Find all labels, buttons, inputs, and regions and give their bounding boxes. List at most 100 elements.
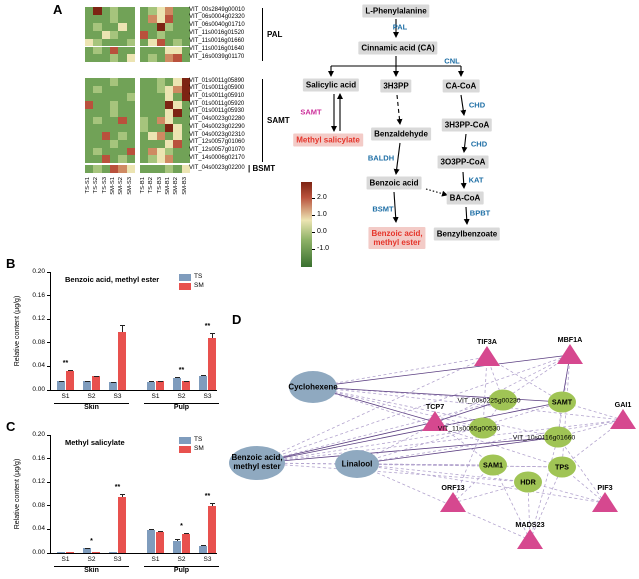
y-tick [47, 295, 51, 297]
heatmap-cell [156, 85, 165, 94]
bar-sm-s2 [92, 376, 100, 390]
gene-label: VIT_01s0011g05930 [189, 108, 245, 115]
heatmap-cell [126, 85, 135, 94]
network-node-tps [548, 456, 576, 478]
gene-group-name: PAL [267, 29, 283, 39]
heatmap-cell [85, 139, 94, 148]
heatmap-cell [156, 139, 165, 148]
heatmap-column-label: TS-S2 [93, 177, 100, 194]
network-edge [256, 356, 488, 464]
error-bar-cap [58, 380, 64, 382]
heatmap-cell [156, 38, 165, 47]
heatmap-cell [126, 46, 135, 55]
heatmap-column-label: TS-B1 [140, 177, 147, 194]
heatmap-cell [93, 30, 102, 39]
error-bar-cap [93, 375, 99, 377]
y-tick-label: 0.12 [32, 315, 45, 323]
heatmap-cell [181, 30, 190, 39]
chart-title: Benzoic acid, methyl ester [65, 275, 160, 284]
heatmap-cell [101, 38, 110, 47]
x-tick-label: S3 [113, 393, 122, 400]
network-node-label-line: Benzoic acid, [231, 453, 282, 462]
network-edge [312, 386, 484, 429]
heatmap-cell [164, 7, 174, 15]
y-tick-label: 0.00 [32, 386, 45, 393]
heatmap-cell [181, 46, 190, 55]
heatmap-cell [164, 54, 174, 63]
y-tick-label: 0.20 [32, 431, 45, 438]
pathway-enzyme-cnl: CNL [444, 56, 460, 66]
error-bar-cap [84, 380, 90, 382]
network-edge [256, 421, 436, 464]
significance-mark: ** [204, 493, 211, 501]
network-edge [356, 401, 563, 465]
chart-title: Methyl salicylate [65, 438, 125, 447]
bar-sm-s1 [66, 371, 74, 390]
plot-area: 0.20 0.16 0.12 0.08 0.04 0.00 Methyl salicylat… [32, 431, 219, 574]
heatmap-cell [93, 46, 102, 55]
heatmap-cell [93, 124, 102, 133]
heatmap-cell [109, 132, 119, 140]
heatmap-cell [118, 14, 127, 23]
heatmap-cell [85, 30, 94, 39]
error-bar-cap [174, 539, 180, 541]
pathway-compound-bb: Benzylbenzoate [433, 227, 501, 241]
heatmap-cell [164, 124, 174, 133]
heatmap-cell [164, 101, 174, 109]
bar-sm-s3 [208, 338, 216, 390]
colorbar-tick [312, 232, 315, 233]
pathway-product-line: Benzoic acid, [371, 229, 423, 238]
tissue-group-line [54, 403, 129, 404]
legend-label-sm: SM [194, 282, 204, 289]
bar-ts-s3 [199, 376, 207, 390]
network-edge [527, 481, 531, 541]
colorbar-tick [312, 198, 315, 199]
heatmap-cell [173, 46, 182, 55]
heatmap-cell [173, 7, 182, 15]
bar-sm-s3 [208, 505, 216, 553]
chart-benzoic-acid-methyl-ester: Relative content (μg/g) 0.20 0.16 0.12 0.08 0… [8, 260, 223, 418]
pathway-compound-phe: L-Phenylalanine [362, 4, 430, 18]
gene-group-bracket [262, 8, 263, 62]
heatmap-cell [101, 78, 110, 86]
pathway-arrow [463, 206, 470, 225]
heatmap-cell [140, 147, 149, 156]
heatmap-cell [148, 116, 157, 125]
heatmap-cell [173, 116, 182, 125]
gene-group-bracket [262, 79, 263, 163]
heatmap-cell [93, 38, 102, 47]
heatmap-cell [101, 108, 110, 117]
heatmap-cell [164, 85, 174, 94]
network-node-label-tcp7: TCP7 [426, 402, 444, 411]
pathway-compound-bacid: Benzoic acid [366, 176, 422, 190]
gene-label: VIT_01s0011g05890 [189, 77, 245, 84]
network-node-label-g3: VIT_10s0116g01660 [513, 435, 576, 442]
significance-mark: ** [178, 367, 185, 375]
heatmap-cell [93, 101, 102, 109]
heatmap-cell [126, 14, 135, 23]
heatmap-cell [101, 85, 110, 94]
heatmap-cell [85, 147, 94, 156]
heatmap-cell [85, 93, 94, 102]
x-tick-label: S2 [87, 556, 96, 563]
y-tick-label: 0.08 [32, 501, 45, 509]
heatmap-cell [118, 108, 127, 117]
heatmap-column-label: TS-B3 [156, 177, 163, 194]
tissue-group-line [144, 403, 219, 404]
tissue-group-label: Pulp [173, 567, 190, 574]
pathway-enzyme-samt: SAMT [300, 107, 322, 117]
heatmap-cell [156, 46, 165, 55]
y-tick [47, 271, 51, 273]
heatmap-cell [126, 38, 135, 47]
panel-c-label: C [6, 419, 16, 434]
heatmap-cell [101, 22, 110, 31]
pathway-compound-bacoa: BA-CoA [446, 191, 484, 205]
heatmap-cell [181, 124, 190, 133]
heatmap-cell [181, 147, 190, 156]
network-edge [492, 464, 531, 541]
legend-label-ts: TS [194, 273, 203, 280]
error-bar-cap [148, 528, 154, 530]
pathway-arrow [392, 191, 399, 223]
y-tick [47, 389, 51, 391]
heatmap-cell [140, 93, 149, 102]
